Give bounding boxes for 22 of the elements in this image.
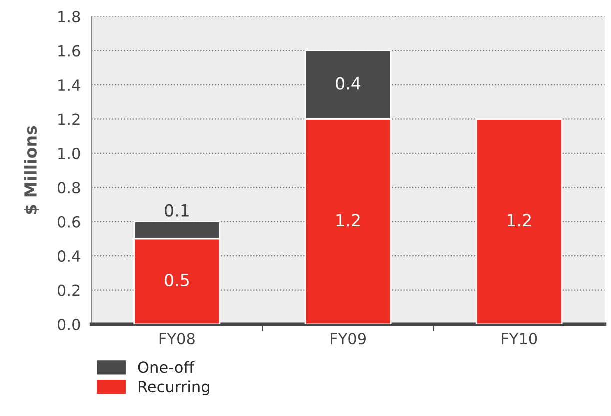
legend-label: Recurring (138, 380, 210, 396)
data-label: 0.4 (336, 77, 361, 90)
y-tick-label: 0.4 (58, 250, 80, 262)
y-tick-label: 0.0 (58, 318, 80, 330)
x-tick-label: FY10 (502, 333, 538, 345)
y-tick-label: 0.8 (58, 182, 80, 194)
data-label: 1.2 (508, 214, 531, 226)
x-tick-label: FY09 (330, 333, 366, 345)
y-axis-title: $ Millions (24, 126, 40, 214)
y-tick-label: 1.0 (58, 148, 80, 160)
x-tick-label: FY08 (160, 333, 195, 345)
y-tick-label: 1.8 (58, 11, 80, 23)
y-tick-label: 1.4 (58, 80, 80, 91)
legend-label: One-off (138, 361, 195, 374)
y-tick-label: 0.2 (58, 284, 80, 296)
y-tick-label: 0.6 (58, 216, 80, 228)
data-label: 0.5 (165, 274, 189, 287)
data-label: 0.1 (165, 204, 189, 217)
data-label: 1.2 (336, 214, 360, 226)
y-tick-label: 1.2 (58, 114, 80, 126)
y-tick-label: 1.6 (58, 45, 80, 57)
bar (476, 118, 563, 324)
